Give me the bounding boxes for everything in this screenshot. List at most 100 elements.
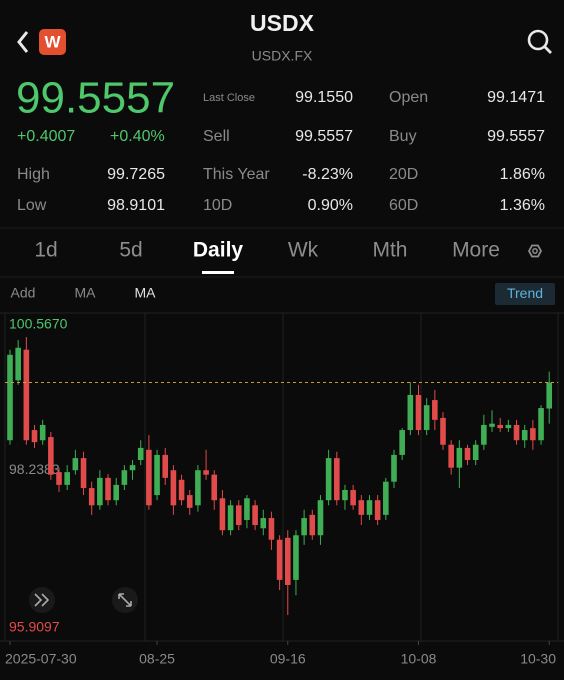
title: USDX (250, 10, 315, 36)
chart: 100.5670 98.2383 95.9097 2025-07-30 08-25 09-… (0, 312, 564, 667)
candle-body (521, 430, 528, 441)
candle-body (113, 484, 120, 501)
candle-body (407, 394, 414, 431)
candle-body (72, 458, 79, 471)
candle-body (472, 444, 479, 461)
stat-label: Sell (203, 128, 230, 145)
tab[interactable]: More (452, 239, 500, 262)
back-button[interactable] (17, 31, 29, 53)
search-button[interactable] (527, 29, 552, 54)
toolbar-item[interactable]: MA (75, 285, 97, 301)
candle-body (88, 488, 95, 506)
y-tick-label: 100.5670 (9, 316, 68, 332)
candle-body (31, 430, 38, 443)
y-tick-label: 95.9097 (9, 619, 60, 635)
candle-body (56, 472, 62, 485)
candle-body (39, 424, 46, 441)
x-tick-label: 10-08 (401, 651, 437, 667)
candle-body (456, 447, 463, 468)
expand-button[interactable] (112, 587, 138, 613)
candle-body (505, 424, 512, 429)
candle-body (203, 470, 209, 475)
toolbar-item[interactable]: Add (11, 285, 36, 301)
candle-body (448, 444, 454, 468)
candle-body (358, 500, 365, 515)
candle-body (489, 423, 495, 427)
tab[interactable]: Mth (372, 239, 407, 262)
candle-body (481, 424, 487, 445)
stat-label: 20D (389, 166, 418, 183)
stat-value: 98.9101 (107, 197, 165, 214)
candle-body (391, 454, 397, 482)
stat-label: This Year (203, 166, 270, 183)
candle-body (129, 465, 136, 471)
search-icon (527, 29, 549, 51)
stat-value: 99.1471 (487, 89, 545, 106)
candle-body (317, 500, 324, 536)
y-tick-label: 98.2383 (9, 461, 60, 477)
candle-body (497, 424, 503, 429)
candle-body (7, 354, 13, 441)
candle-body (211, 474, 218, 501)
subtitle: USDX.FX (252, 48, 313, 64)
settings-button[interactable] (527, 244, 543, 258)
stat-label: Buy (389, 128, 417, 145)
candle-body (219, 498, 226, 531)
x-tick-label: 2025-07-30 (5, 651, 77, 667)
candle-body (276, 539, 283, 580)
change-percent: +0.40% (110, 128, 165, 145)
stat-label: Open (389, 89, 428, 106)
stat-label: Last Close (203, 92, 255, 104)
trend-label: Trend (507, 285, 543, 301)
candle-body (146, 449, 152, 506)
candle-body (440, 417, 446, 445)
candle-body (464, 447, 471, 461)
candle-body (301, 518, 307, 536)
candle-body (15, 347, 21, 381)
candle-body (121, 470, 128, 485)
x-tick-label: 08-25 (139, 651, 175, 667)
candle-body (80, 458, 87, 489)
candle-body (432, 400, 438, 420)
candle-body (366, 500, 373, 515)
toolbar-item[interactable]: MA (135, 285, 157, 301)
candle-body (170, 470, 177, 506)
candle-body (64, 472, 70, 485)
stat-label: 10D (203, 197, 232, 214)
logo-text: W (44, 32, 61, 51)
tab[interactable]: 1d (34, 239, 57, 262)
candle-body (423, 405, 430, 431)
logo (39, 29, 66, 55)
candle-body (227, 505, 234, 531)
candle-body (342, 489, 348, 501)
candle-body (260, 518, 267, 529)
candle-body (244, 498, 250, 520)
collapse-button[interactable] (29, 587, 55, 613)
tab-active[interactable]: Daily (193, 239, 244, 262)
change: +0.4007 (17, 128, 75, 145)
trend-button[interactable] (495, 283, 555, 305)
candle-body (284, 537, 291, 586)
candle-body (252, 505, 258, 526)
tab[interactable]: Wk (288, 239, 319, 262)
tab[interactable]: 5d (119, 239, 142, 262)
candle-body (325, 458, 332, 501)
candle-body (334, 458, 340, 501)
stat-value: 99.5557 (295, 128, 353, 145)
stats: Last Close 99.1550 Open 99.1471 Sell 99.5557 B… (17, 89, 545, 214)
stat-value: 0.90% (308, 197, 353, 214)
stat-value: 99.5557 (487, 128, 545, 145)
stat-value: 1.86% (500, 166, 545, 183)
candle-body (350, 489, 356, 506)
stat-label: Low (17, 197, 47, 214)
button-icon (118, 593, 132, 607)
stat-value: 99.1550 (295, 89, 353, 106)
candle-body (97, 477, 103, 506)
stat-value: -8.23% (302, 166, 353, 183)
candle-body (23, 349, 30, 441)
stat-value: 99.7265 (107, 166, 165, 183)
stat-label: 60D (389, 197, 418, 214)
candle-body (513, 424, 520, 441)
candle-body (415, 394, 422, 431)
